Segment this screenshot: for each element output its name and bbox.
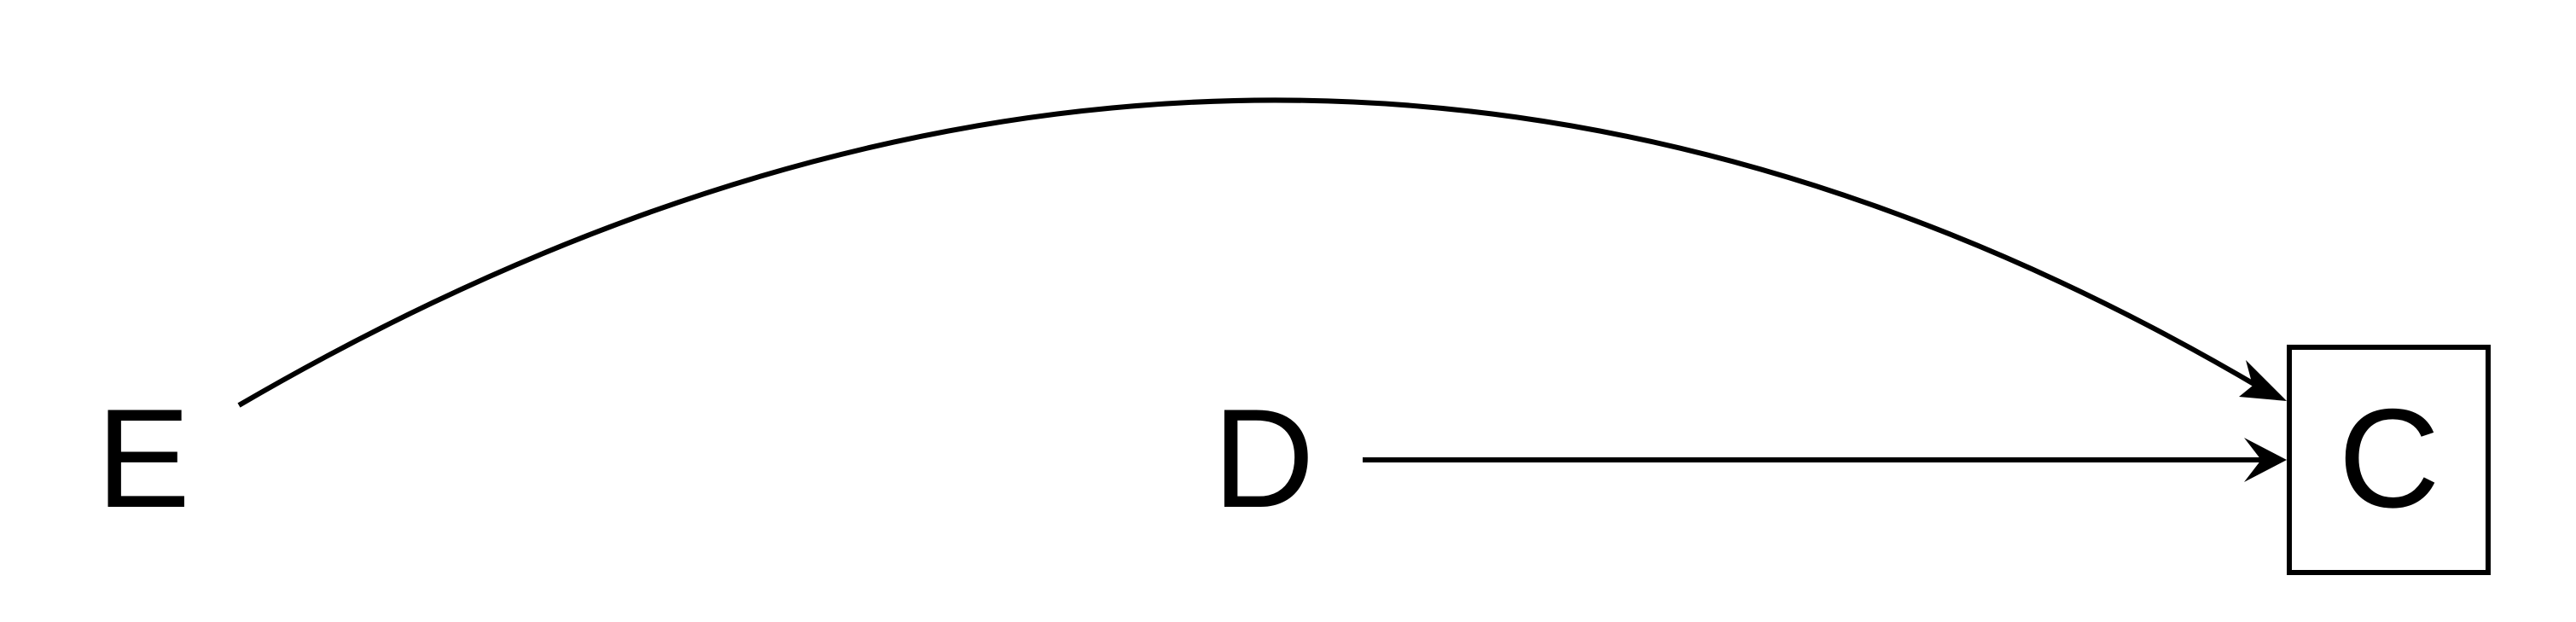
node-c-box — [2287, 345, 2491, 575]
edge-e-to-c — [237, 97, 2287, 408]
node-e-label: E — [96, 380, 190, 537]
edge-e-to-c-arrowhead — [2239, 360, 2287, 401]
node-c: C — [2287, 345, 2491, 575]
edge-d-to-c — [1363, 438, 2287, 482]
edge-e-to-c-line — [237, 97, 2263, 408]
edge-d-to-c-arrowhead — [2244, 438, 2287, 482]
node-d-label: D — [1212, 380, 1314, 537]
node-c-label: C — [2338, 380, 2439, 537]
